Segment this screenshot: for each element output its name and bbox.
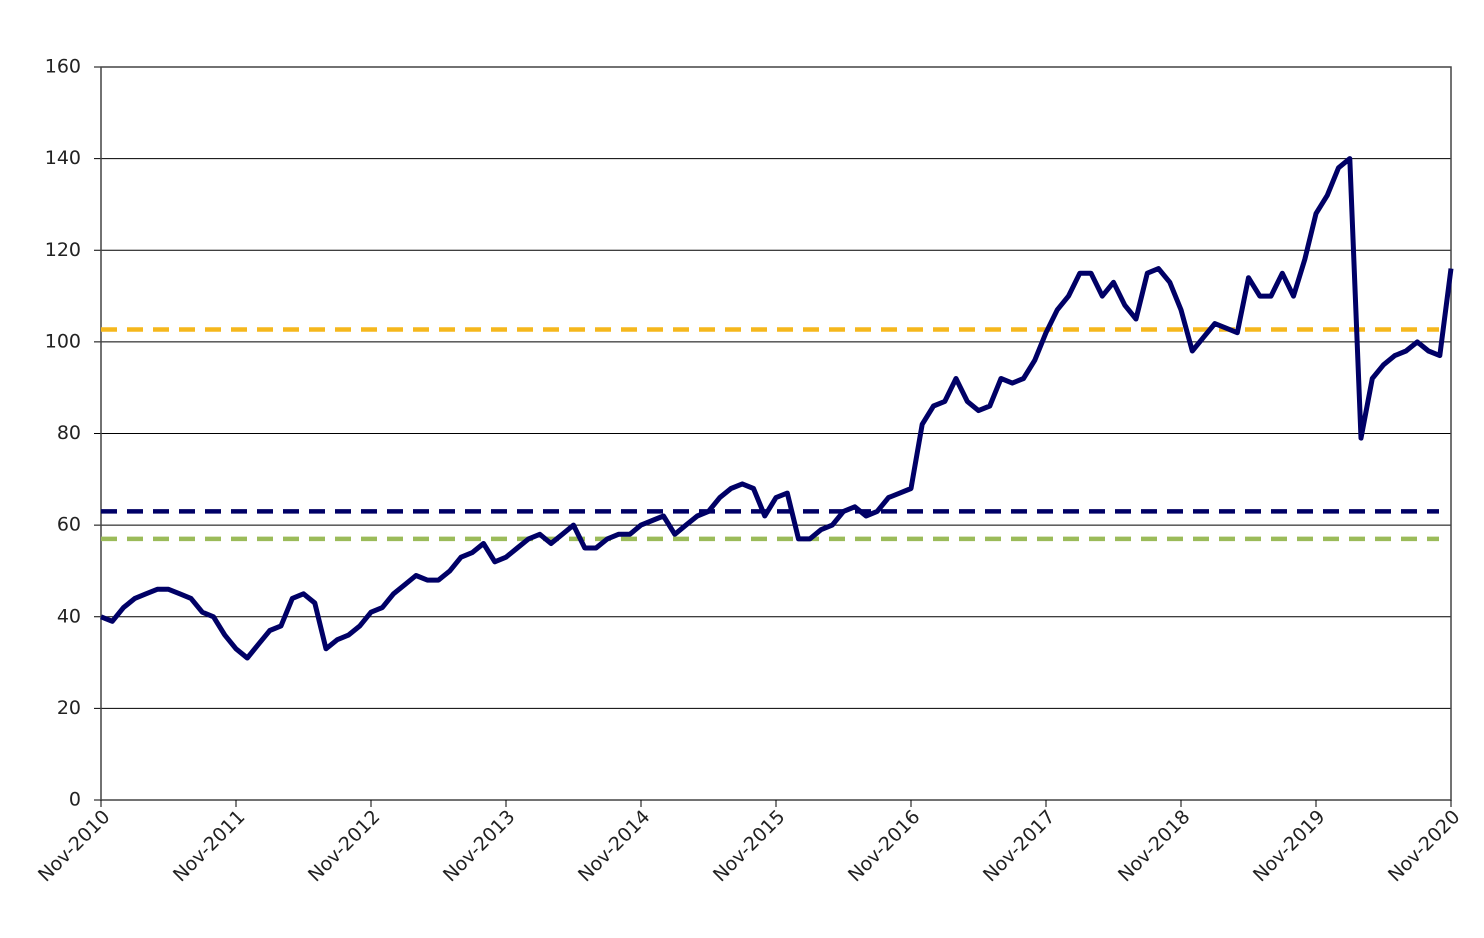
y-tick-label: 140: [45, 147, 81, 169]
x-tick-label: Nov-2019: [1249, 806, 1329, 886]
y-tick-label: 80: [57, 422, 81, 444]
x-tick-label: Nov-2010: [34, 806, 114, 886]
y-tick-label: 0: [69, 789, 81, 811]
x-tick-label: Nov-2012: [304, 806, 384, 886]
x-tick-label: Nov-2015: [709, 806, 789, 886]
x-tick-label: Nov-2018: [1114, 806, 1194, 886]
y-tick-label: 160: [45, 56, 81, 78]
x-tick-label: Nov-2016: [844, 806, 924, 886]
y-tick-label: 100: [45, 330, 81, 352]
y-tick-label: 60: [57, 514, 81, 536]
x-tick-label: Nov-2011: [169, 806, 249, 886]
x-tick-label: Nov-2020: [1384, 806, 1464, 886]
y-tick-label: 40: [57, 605, 81, 627]
x-tick-label: Nov-2013: [439, 806, 519, 886]
data-line: [100, 156, 1454, 661]
y-tick-label: 20: [57, 697, 81, 719]
x-tick-label: Nov-2014: [574, 806, 654, 886]
x-tick-label: Nov-2017: [979, 806, 1059, 886]
y-tick-label: 120: [45, 239, 81, 261]
